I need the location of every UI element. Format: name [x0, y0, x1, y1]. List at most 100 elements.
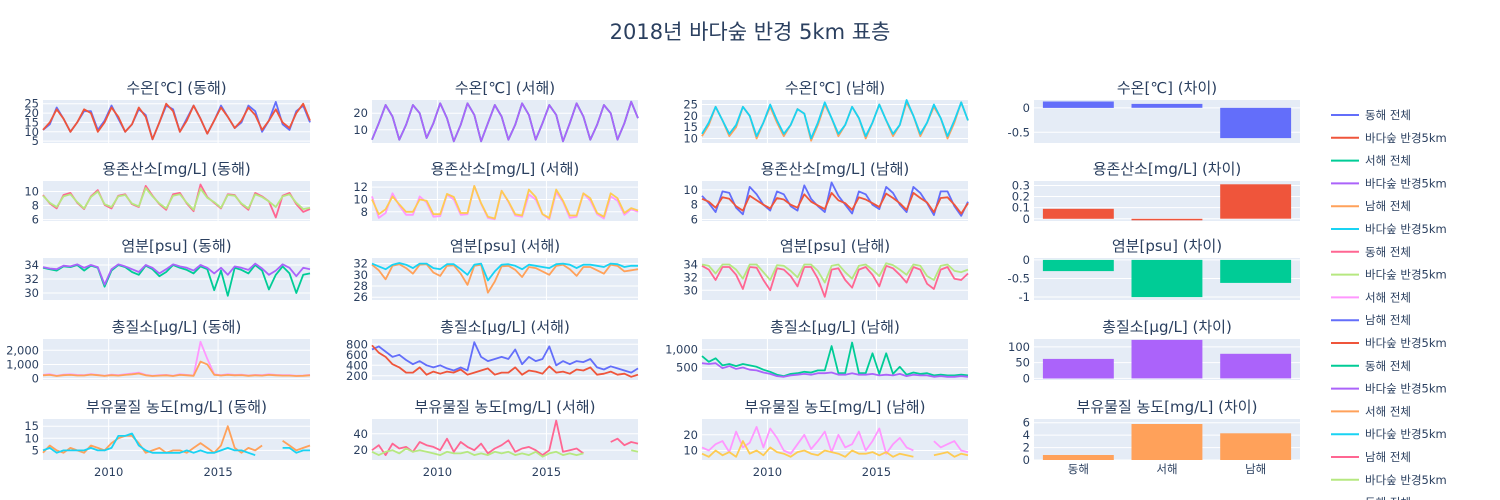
series-line — [701, 192, 969, 215]
legend-item-label[interactable]: 동해 전체 — [1365, 245, 1411, 259]
series-line — [371, 341, 639, 374]
legend-item-label[interactable]: 바다숲 반경5km — [1365, 176, 1447, 190]
y-tick-label: 10 — [24, 125, 39, 139]
y-tick-label: 0 — [1023, 101, 1030, 115]
legend-item-label[interactable]: 바다숲 반경5km — [1365, 427, 1447, 441]
bar — [1220, 353, 1292, 379]
y-tick-label: 26 — [353, 290, 368, 304]
bar — [1220, 107, 1292, 139]
y-tick-label: 500 — [676, 361, 698, 375]
y-tick-label: 32 — [24, 272, 39, 286]
y-tick-label: 6 — [691, 213, 698, 227]
series-line — [371, 419, 639, 456]
subplot-title: 부유물질 농도[mg/L] (차이) — [1077, 398, 1258, 416]
legend-item-label[interactable]: 동해 전체 — [1365, 496, 1411, 500]
x-tick-label: 2010 — [423, 465, 452, 479]
plot-area — [43, 419, 310, 460]
y-tick-label: 2,000 — [6, 343, 39, 357]
series-line — [42, 187, 311, 211]
subplot-title: 용존산소[mg/L] (차이) — [1093, 160, 1242, 178]
y-tick-label: 32 — [353, 257, 368, 271]
bar — [1131, 339, 1203, 379]
plot-area — [702, 419, 968, 460]
bar — [1042, 358, 1114, 379]
y-tick-label: 40 — [353, 427, 368, 441]
subplot-title: 부유물질 농도[mg/L] (동해) — [86, 398, 267, 416]
series-line — [701, 181, 969, 217]
y-tick-label: 10 — [683, 183, 698, 197]
series-line — [701, 426, 969, 455]
series-line — [701, 440, 969, 458]
legend-item-label[interactable]: 동해 전체 — [1365, 108, 1411, 122]
series-line — [42, 432, 310, 457]
legend-item-label[interactable]: 바다숲 반경5km — [1365, 268, 1447, 282]
legend-item-label[interactable]: 서해 전체 — [1365, 154, 1411, 168]
series-line — [42, 264, 311, 297]
subplot-title: 총질소[μg/L] (서해) — [440, 318, 570, 336]
x-tick-label: 2015 — [203, 465, 232, 479]
subplot-title: 염분[psu] (동해) — [121, 237, 231, 255]
y-tick-label: 10 — [683, 444, 698, 458]
chart-title: 2018년 바다숲 반경 5km 표층 — [609, 20, 891, 44]
y-tick-label: 8 — [361, 205, 368, 219]
series-line — [371, 447, 639, 458]
bar — [1042, 259, 1114, 272]
subplot-title: 염분[psu] (남해) — [780, 237, 890, 255]
y-tick-label: 5 — [32, 134, 39, 148]
y-tick-label: 25 — [683, 98, 698, 112]
series-line — [371, 262, 638, 282]
x-tick-label: 2015 — [532, 465, 561, 479]
legend-item-label[interactable]: 동해 전체 — [1365, 359, 1411, 373]
y-tick-label: 0.3 — [1012, 178, 1030, 192]
legend-item-label[interactable]: 남해 전체 — [1365, 199, 1411, 213]
legend-item-label[interactable]: 서해 전체 — [1365, 290, 1411, 304]
bar — [1042, 101, 1114, 108]
legend-item-label[interactable]: 바다숲 반경5km — [1365, 336, 1447, 350]
legend-item-label[interactable]: 남해 전체 — [1365, 450, 1411, 464]
subplot-title: 용존산소[mg/L] (서해) — [431, 160, 580, 178]
y-tick-label: 30 — [24, 286, 39, 300]
subplot-title: 수온[℃] (서해) — [455, 79, 555, 97]
subplot-title: 수온[℃] (남해) — [785, 79, 885, 97]
y-tick-label: 50 — [1015, 356, 1030, 370]
x-tick-label: 2010 — [753, 465, 782, 479]
y-tick-label: 1,000 — [6, 357, 39, 371]
y-tick-label: 34 — [683, 257, 698, 271]
y-tick-label: 4 — [1023, 428, 1030, 442]
legend-item-label[interactable]: 바다숲 반경5km — [1365, 131, 1447, 145]
subplot-title: 염분[psu] (서해) — [450, 237, 560, 255]
plot-area — [43, 339, 310, 380]
y-tick-label: 32 — [683, 270, 698, 284]
x-tick-label: 서해 — [1156, 462, 1177, 476]
y-tick-label: 25 — [24, 97, 39, 111]
series-line — [701, 99, 969, 140]
legend-item-label[interactable]: 서해 전체 — [1365, 404, 1411, 418]
y-tick-label: 20 — [353, 443, 368, 457]
y-tick-label: 0 — [1023, 253, 1030, 267]
plot-area — [372, 419, 638, 460]
y-tick-label: -0.5 — [1008, 125, 1030, 139]
legend-item-label[interactable]: 바다숲 반경5km — [1365, 473, 1447, 487]
bar — [1042, 208, 1114, 219]
legend-item-label[interactable]: 바다숲 반경5km — [1365, 222, 1447, 236]
subplot-title: 부유물질 농도[mg/L] (남해) — [745, 398, 926, 416]
series-line — [371, 100, 639, 143]
legend-item-label[interactable]: 남해 전체 — [1365, 313, 1411, 327]
series-line — [42, 360, 311, 377]
y-tick-label: 15 — [683, 120, 698, 134]
subplot-title: 총질소[μg/L] (차이) — [1102, 318, 1232, 336]
y-tick-label: 400 — [346, 358, 368, 372]
y-tick-label: 8 — [691, 198, 698, 212]
y-tick-label: -0.5 — [1008, 271, 1030, 285]
y-tick-label: 20 — [683, 428, 698, 442]
plot-area — [702, 100, 968, 143]
subplot-title: 염분[psu] (차이) — [1112, 237, 1222, 255]
x-tick-label: 동해 — [1068, 462, 1089, 476]
bar — [1220, 184, 1292, 219]
series-line — [701, 264, 969, 298]
legend-item-label[interactable]: 바다숲 반경5km — [1365, 382, 1447, 396]
y-tick-label: 200 — [346, 369, 368, 383]
bar — [1131, 103, 1203, 108]
series-line — [701, 362, 969, 378]
plot-area — [702, 181, 968, 221]
